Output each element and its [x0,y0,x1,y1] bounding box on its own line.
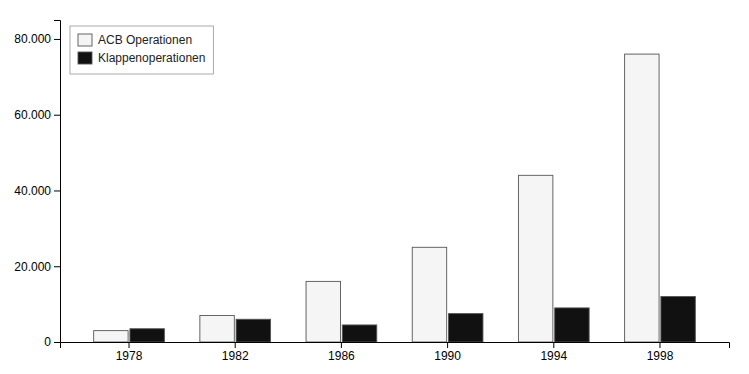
tick-mark [129,342,130,348]
bar [236,319,270,342]
tick-mark [54,39,60,40]
series [130,297,695,342]
legend-swatch [78,52,92,64]
bar [661,297,695,342]
bar [412,247,446,342]
legend-swatch [78,34,92,46]
axis-line [54,21,61,343]
tick-mark [235,342,236,348]
legend-item: Klappenoperationen [78,51,205,65]
series [94,54,659,342]
bar [94,331,128,342]
tick-label: 1986 [328,349,355,363]
tick-label: 20.000 [14,260,51,274]
tick: 1986 [328,342,355,363]
tick-label: 1982 [222,349,249,363]
tick: 20.000 [14,260,60,274]
tick: 1990 [434,342,461,363]
plot: 1978 1982 1986 1990 1994 1998 0 20.000 40.000 60.… [14,21,729,363]
tick: 80.000 [14,32,60,46]
bar [200,315,234,342]
tick-label: 40.000 [14,184,51,198]
tick-mark [341,342,342,348]
tick-mark [54,115,60,116]
legend-item: ACB Operationen [78,33,192,47]
legend-label: ACB Operationen [98,33,192,47]
tick-label: 1990 [434,349,461,363]
tick: 1994 [540,342,567,363]
axis-line [61,343,730,349]
x-axis: 1978 1982 1986 1990 1994 1998 [61,342,730,363]
bar [306,281,340,342]
tick-mark [54,342,60,343]
legend-box [70,26,213,74]
bar [449,314,483,342]
tick-mark [553,342,554,348]
tick: 1982 [222,342,249,363]
tick-label: 1998 [647,349,674,363]
legend-label: Klappenoperationen [98,51,205,65]
tick-label: 60.000 [14,108,51,122]
legend: ACB Operationen Klappenoperationen [70,26,213,74]
tick: 60.000 [14,108,60,122]
bar [625,54,659,342]
chart: 1978 1982 1986 1990 1994 1998 0 20.000 40.000 60.… [0,0,749,374]
tick-label: 1978 [116,349,143,363]
tick-mark [54,266,60,267]
y-axis: 0 20.000 40.000 60.000 80.000 [14,21,60,350]
tick-mark [659,342,660,348]
bar [342,325,376,342]
tick-mark [54,190,60,191]
bars [94,54,696,342]
tick: 1978 [116,342,143,363]
tick-label: 80.000 [14,32,51,46]
bar [555,308,589,342]
tick-label: 0 [44,335,51,349]
tick: 40.000 [14,184,60,198]
tick: 1998 [647,342,674,363]
tick-mark [447,342,448,348]
bar [518,175,552,342]
tick: 0 [44,335,60,349]
tick-label: 1994 [540,349,567,363]
bar [130,329,164,342]
